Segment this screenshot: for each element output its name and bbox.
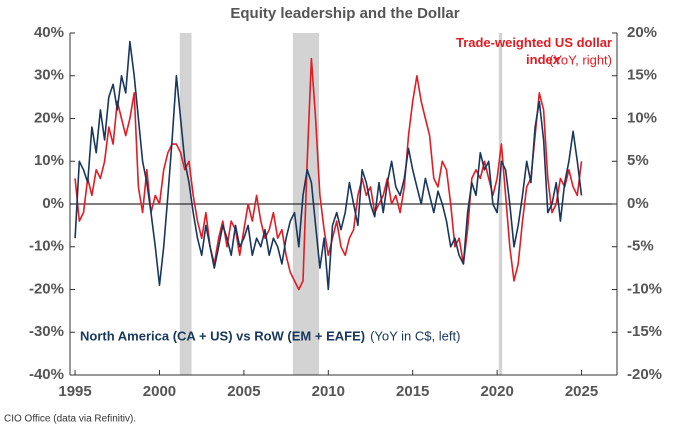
y2-tick-label: -5% (627, 238, 654, 255)
y2-tick-label: -20% (627, 366, 662, 383)
series-note: (YoY in C$, left) (370, 328, 460, 343)
y-tick-label: 0% (42, 195, 64, 212)
x-tick-label: 1995 (58, 383, 91, 400)
y-tick-label: -40% (29, 366, 64, 383)
x-tick-label: 2015 (396, 383, 429, 400)
y2-tick-label: 15% (627, 67, 657, 84)
series-label-line: Trade-weighted US dollar (456, 35, 612, 50)
series-label-line: index (526, 52, 561, 67)
series-line (74, 40, 583, 291)
y2-tick-label: -15% (627, 323, 662, 340)
x-tick-label: 2025 (565, 383, 598, 400)
y2-tick-label: -10% (627, 280, 662, 297)
y-tick-label: 40% (34, 24, 64, 41)
series-line (74, 57, 583, 291)
source: CIO Office (data via Refinitiv). (4, 414, 136, 425)
y2-tick-label: 20% (627, 24, 657, 41)
chart-title: Equity leadership and the Dollar (230, 5, 459, 22)
y2-tick-label: 5% (627, 152, 649, 169)
y-tick-label: -20% (29, 280, 64, 297)
x-tick-label: 2010 (312, 383, 345, 400)
y2-tick-label: 0% (627, 195, 649, 212)
x-tick-label: 2020 (480, 383, 513, 400)
y-tick-label: 20% (34, 109, 64, 126)
y-tick-label: -30% (29, 323, 64, 340)
y-tick-label: 30% (34, 67, 64, 84)
y-tick-label: 10% (34, 152, 64, 169)
x-tick-label: 2000 (143, 383, 176, 400)
y2-tick-label: 10% (627, 109, 657, 126)
y-tick-label: -10% (29, 238, 64, 255)
series-label: Trade-weighted US dollar index (456, 35, 612, 67)
series-note: (YoY, right) (549, 52, 612, 67)
x-tick-label: 2005 (227, 383, 260, 400)
series-label: North America (CA + US) vs RoW (EM + EAF… (80, 328, 365, 343)
